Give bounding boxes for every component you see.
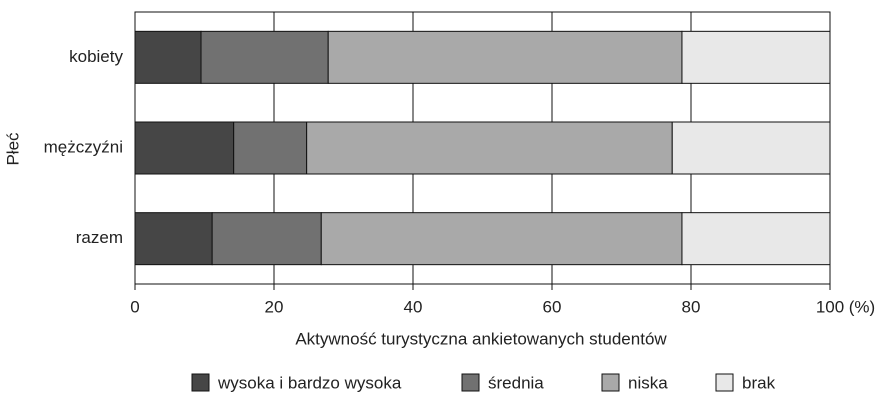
bar-segment bbox=[233, 121, 308, 175]
x-tick-label: 20 bbox=[265, 297, 284, 316]
y-axis-label: Płeć bbox=[3, 132, 22, 166]
bar-segment bbox=[200, 30, 329, 84]
legend-swatch bbox=[191, 373, 210, 392]
bar-segment bbox=[671, 121, 831, 175]
bar-segment bbox=[320, 212, 683, 266]
legend-label: brak bbox=[742, 373, 776, 392]
bar-segment bbox=[211, 212, 322, 266]
bar-segment bbox=[327, 30, 683, 84]
x-tick-label: 40 bbox=[404, 297, 423, 316]
plot-frame bbox=[134, 11, 831, 285]
bar-segment bbox=[134, 121, 235, 175]
bar-segment bbox=[681, 212, 831, 266]
legend-label: niska bbox=[628, 373, 668, 392]
legend-swatch bbox=[715, 373, 734, 392]
bar-segment bbox=[681, 30, 831, 84]
x-axis-label: Aktywność turystyczna ankietowanych stud… bbox=[295, 329, 667, 348]
bar-segment bbox=[134, 30, 202, 84]
legend-label: średnia bbox=[488, 373, 544, 392]
x-tick-label: 0 bbox=[130, 297, 139, 316]
y-tick-label: mężczyźni bbox=[44, 137, 123, 156]
y-tick-label: kobiety bbox=[69, 47, 123, 66]
bar-segment bbox=[306, 121, 673, 175]
bar-segment bbox=[134, 212, 213, 266]
x-tick-label: 60 bbox=[543, 297, 562, 316]
legend-swatch bbox=[601, 373, 620, 392]
x-tick-label: 80 bbox=[682, 297, 701, 316]
x-unit: (%) bbox=[849, 297, 875, 316]
x-tick-label: 100 bbox=[816, 297, 844, 316]
legend-label: wysoka i bardzo wysoka bbox=[217, 373, 402, 392]
y-tick-label: razem bbox=[76, 228, 123, 247]
legend-swatch bbox=[461, 373, 480, 392]
